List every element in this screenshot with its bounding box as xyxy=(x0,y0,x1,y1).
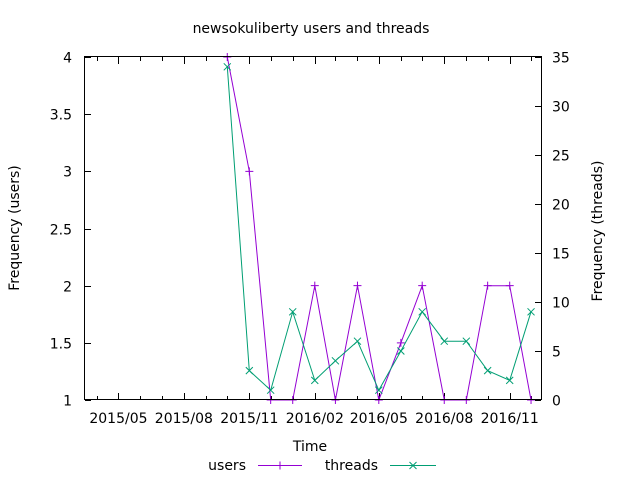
series-layer xyxy=(223,53,536,404)
data-point-threads xyxy=(245,366,254,375)
legend-marker-threads xyxy=(409,461,417,470)
y2-tick-label: 5 xyxy=(552,345,561,361)
data-point-threads xyxy=(374,386,383,395)
x-tick-label: 2015/11 xyxy=(220,411,278,427)
data-point-threads xyxy=(397,347,405,355)
legend: users threads xyxy=(208,458,436,474)
y-tick-label: 2.5 xyxy=(50,223,72,239)
data-point-users xyxy=(353,281,362,290)
y2-tick-label: 0 xyxy=(552,394,561,410)
series-line-users xyxy=(226,56,532,402)
data-point-threads xyxy=(266,386,275,395)
x-tick-label: 2016/08 xyxy=(415,411,473,427)
data-point-users xyxy=(245,167,254,176)
legend-label-threads: threads xyxy=(325,458,378,474)
data-point-users xyxy=(418,281,427,290)
plot-frame xyxy=(84,56,542,400)
y2-tick-label: 15 xyxy=(552,247,570,263)
y-tick-label: 3 xyxy=(63,165,72,181)
data-point-threads xyxy=(440,337,449,346)
x-axis-label: Time xyxy=(292,439,327,455)
data-point-threads xyxy=(462,337,471,346)
y-axis-label: Frequency (users) xyxy=(7,165,23,291)
x-axis-ticks: 2015/05 2015/08 2015/11 2016/02 2016/05 2016/… xyxy=(89,57,539,427)
y-axis-ticks: 1 1.5 2 2.5 3 3.5 4 xyxy=(50,51,91,410)
data-point-threads xyxy=(418,307,427,316)
x-tick-label: 2016/11 xyxy=(481,411,539,427)
y2-tick-label: 20 xyxy=(552,198,570,214)
data-point-users xyxy=(310,281,319,290)
y2-tick-label: 35 xyxy=(552,51,570,67)
data-point-threads xyxy=(288,307,297,316)
y-tick-label: 3.5 xyxy=(50,108,72,124)
data-point-threads xyxy=(353,337,362,346)
series-users xyxy=(223,53,536,404)
series-line-threads xyxy=(226,66,532,392)
data-point-threads xyxy=(505,376,514,385)
y2-axis-label: Frequency (threads) xyxy=(590,161,606,302)
data-point-threads xyxy=(223,62,232,71)
y-tick-label: 1 xyxy=(63,394,72,410)
y-tick-label: 1.5 xyxy=(50,337,72,353)
data-point-threads xyxy=(331,356,340,365)
data-point-users xyxy=(505,281,514,290)
x-tick-label: 2016/02 xyxy=(286,411,344,427)
y2-tick-label: 30 xyxy=(552,100,570,116)
chart-title: newsokuliberty users and threads xyxy=(193,21,430,37)
x-tick-label: 2016/05 xyxy=(350,411,408,427)
legend-marker-users xyxy=(276,461,284,470)
x-tick-label: 2015/08 xyxy=(155,411,213,427)
series-threads xyxy=(223,62,535,395)
y2-axis-ticks: 0 5 10 15 20 25 30 35 xyxy=(535,51,570,410)
legend-label-users: users xyxy=(208,458,246,474)
data-point-threads xyxy=(527,307,535,316)
x-tick-label: 2015/05 xyxy=(89,411,147,427)
data-point-threads xyxy=(483,366,492,375)
data-point-users xyxy=(396,338,405,347)
y2-tick-label: 25 xyxy=(552,149,570,165)
data-point-threads xyxy=(310,376,319,385)
y-tick-label: 2 xyxy=(63,280,72,296)
y-tick-label: 4 xyxy=(63,51,72,67)
data-point-users xyxy=(483,281,492,290)
y2-tick-label: 10 xyxy=(552,296,570,312)
